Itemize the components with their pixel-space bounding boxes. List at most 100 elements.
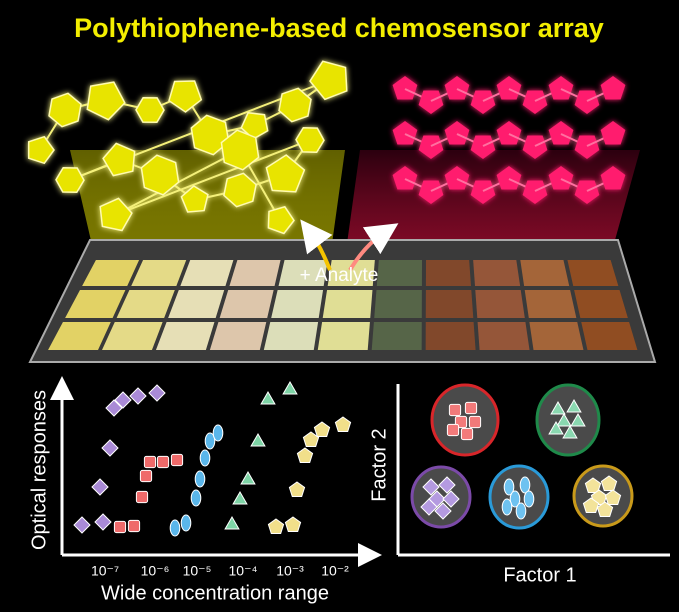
sensor-well bbox=[371, 322, 422, 350]
diamond-marker bbox=[73, 516, 91, 534]
thiophene-ring bbox=[86, 81, 126, 121]
triangle-marker bbox=[566, 398, 582, 413]
ellipse-marker bbox=[501, 498, 513, 516]
thiophene-ring bbox=[168, 80, 203, 113]
square-marker bbox=[464, 401, 478, 415]
right-y-label: Factor 2 bbox=[368, 428, 390, 501]
thiophene-ring bbox=[418, 135, 444, 159]
sensor-well bbox=[263, 322, 319, 350]
triangle-marker bbox=[556, 412, 572, 427]
thiophene-ring bbox=[102, 142, 136, 177]
triangle-marker bbox=[570, 412, 586, 427]
diamond-marker bbox=[148, 384, 166, 402]
ellipse-marker bbox=[519, 476, 531, 494]
sensor-well bbox=[567, 260, 619, 286]
sensor-well bbox=[278, 260, 328, 286]
thiophene-ring bbox=[418, 90, 444, 114]
sensor-well bbox=[48, 322, 111, 350]
x-tick-label: 10⁻⁴ bbox=[229, 563, 258, 579]
thiophene-ring bbox=[574, 135, 600, 159]
ellipse-marker bbox=[180, 514, 192, 532]
pentagon-marker bbox=[284, 516, 302, 532]
thiophene-ring bbox=[574, 180, 600, 204]
ellipse-marker bbox=[204, 432, 216, 450]
sensor-well bbox=[322, 290, 373, 318]
thiophene-ring bbox=[135, 97, 165, 123]
sensor-well bbox=[529, 322, 584, 350]
triangle-marker bbox=[250, 432, 266, 447]
pentagon-marker bbox=[584, 477, 602, 493]
pentagon-marker bbox=[600, 475, 618, 491]
thiophene-ring bbox=[99, 197, 133, 232]
x-tick-label: 10⁻⁵ bbox=[183, 563, 212, 579]
thiophene-ring bbox=[278, 87, 312, 123]
diamond-marker bbox=[114, 391, 132, 409]
thiophene-ring bbox=[267, 205, 295, 235]
diamond-marker bbox=[422, 478, 440, 496]
sensor-well bbox=[219, 290, 274, 318]
pentagon-marker bbox=[288, 481, 306, 497]
thiophene-ring bbox=[140, 154, 180, 196]
pentagon-marker bbox=[313, 421, 331, 437]
sensor-well bbox=[131, 260, 187, 286]
left-x-label: Wide concentration range bbox=[101, 582, 329, 604]
square-marker bbox=[170, 453, 184, 467]
thiophene-ring bbox=[522, 90, 548, 114]
thiophene-ring bbox=[223, 172, 257, 208]
response-markers bbox=[73, 380, 352, 537]
pink-polymer bbox=[392, 76, 626, 204]
diamond-marker bbox=[434, 502, 452, 520]
sensor-well bbox=[209, 322, 267, 350]
thiophene-ring bbox=[470, 180, 496, 204]
thiophene-ring bbox=[600, 166, 626, 190]
pentagon-marker bbox=[334, 416, 352, 432]
square-marker bbox=[460, 427, 474, 441]
sensor-well bbox=[581, 322, 638, 350]
thiophene-ring bbox=[600, 121, 626, 145]
pentagon-marker bbox=[596, 501, 614, 517]
diamond-marker bbox=[420, 498, 438, 516]
square-marker bbox=[135, 490, 149, 504]
triangle-marker bbox=[260, 390, 276, 405]
diamond-marker bbox=[105, 399, 123, 417]
thiophene-ring bbox=[470, 135, 496, 159]
square-marker bbox=[127, 519, 141, 533]
thiophene-ring bbox=[309, 60, 348, 101]
thiophene-ring bbox=[522, 180, 548, 204]
x-tick-label: 10⁻² bbox=[321, 563, 349, 579]
triangle-marker bbox=[232, 490, 248, 505]
thiophene-ring bbox=[444, 121, 470, 145]
diamond-marker bbox=[129, 387, 147, 405]
sensor-well bbox=[374, 290, 422, 318]
x-tick-label: 10⁻⁶ bbox=[141, 563, 170, 579]
sensor-well bbox=[475, 290, 525, 318]
thiophene-ring bbox=[444, 76, 470, 100]
thiophene-ring bbox=[240, 111, 269, 140]
thiophene-ring bbox=[522, 135, 548, 159]
sensor-well bbox=[327, 260, 375, 286]
triangle-marker bbox=[240, 470, 256, 485]
sensor-well bbox=[116, 290, 175, 318]
sensor-well bbox=[425, 260, 472, 286]
triangle-marker bbox=[550, 400, 566, 415]
sensor-well bbox=[168, 290, 225, 318]
thiophene-ring bbox=[470, 90, 496, 114]
x-tick-label: 10⁻³ bbox=[276, 563, 304, 579]
ellipse-marker bbox=[194, 470, 206, 488]
pentagon-marker bbox=[604, 489, 622, 505]
thiophene-ring bbox=[444, 166, 470, 190]
thiophene-ring bbox=[220, 129, 260, 171]
thiophene-ring bbox=[496, 121, 522, 145]
pentagon-marker bbox=[582, 497, 600, 513]
ellipse-marker bbox=[509, 490, 521, 508]
sensor-well bbox=[520, 260, 570, 286]
pca-clusters bbox=[410, 383, 634, 530]
square-marker bbox=[113, 520, 127, 534]
thiophene-ring bbox=[48, 92, 82, 128]
thiophene-ring bbox=[392, 76, 418, 100]
ellipse-marker bbox=[199, 449, 211, 467]
ellipse-marker bbox=[503, 478, 515, 496]
triangle-marker bbox=[224, 515, 240, 530]
